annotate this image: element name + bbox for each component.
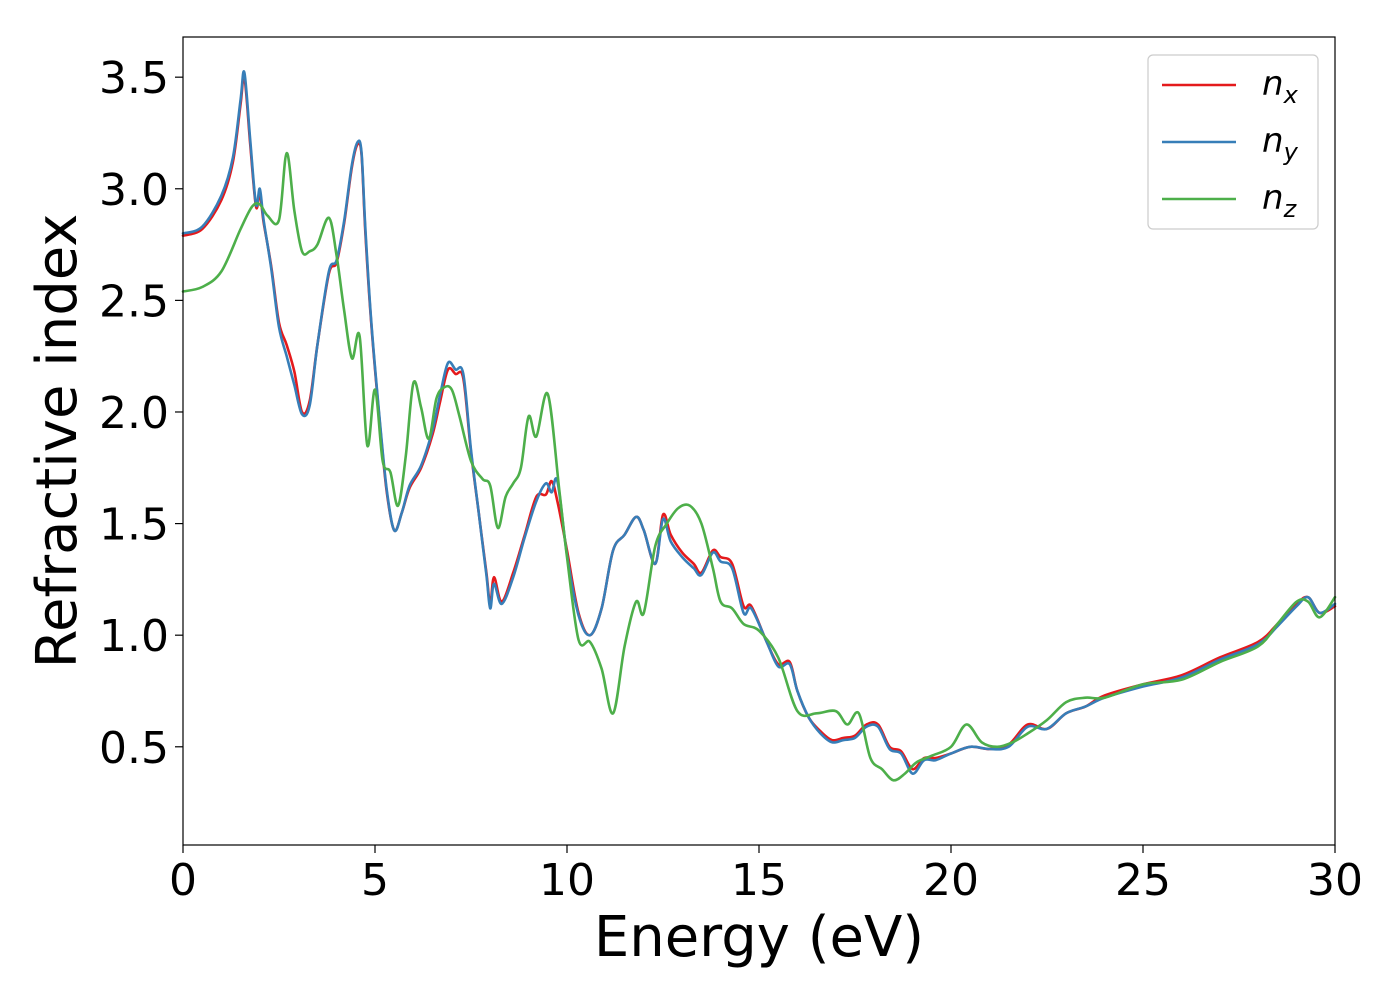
x-tick-label: 25 [1115, 855, 1171, 906]
y-tick-label: 1.0 [99, 611, 169, 662]
y-tick-label: 1.5 [99, 500, 169, 551]
y-tick-label: 3.0 [99, 165, 169, 216]
x-tick-label: 30 [1307, 855, 1363, 906]
series-line-nz [181, 151, 1337, 782]
y-axis-title: Refractive index [25, 214, 90, 669]
y-tick-label: 2.5 [99, 276, 169, 327]
x-axis-title: Energy (eV) [594, 905, 924, 970]
series-layer [181, 70, 1337, 782]
x-tick-label: 0 [169, 855, 197, 906]
y-tick-label: 3.5 [99, 53, 169, 104]
x-tick-label: 20 [923, 855, 979, 906]
x-tick-label: 10 [539, 855, 595, 906]
series-line-ny [181, 70, 1337, 775]
x-tick-label: 5 [361, 855, 389, 906]
y-tick-label: 2.0 [99, 388, 169, 439]
ticks-layer: 0 5 10 15 20 25 30 0.5 1.0 1.5 2.0 2.5 3.0 3.5 [99, 53, 1363, 906]
x-tick-label: 15 [731, 855, 787, 906]
y-tick-label: 0.5 [99, 723, 169, 774]
